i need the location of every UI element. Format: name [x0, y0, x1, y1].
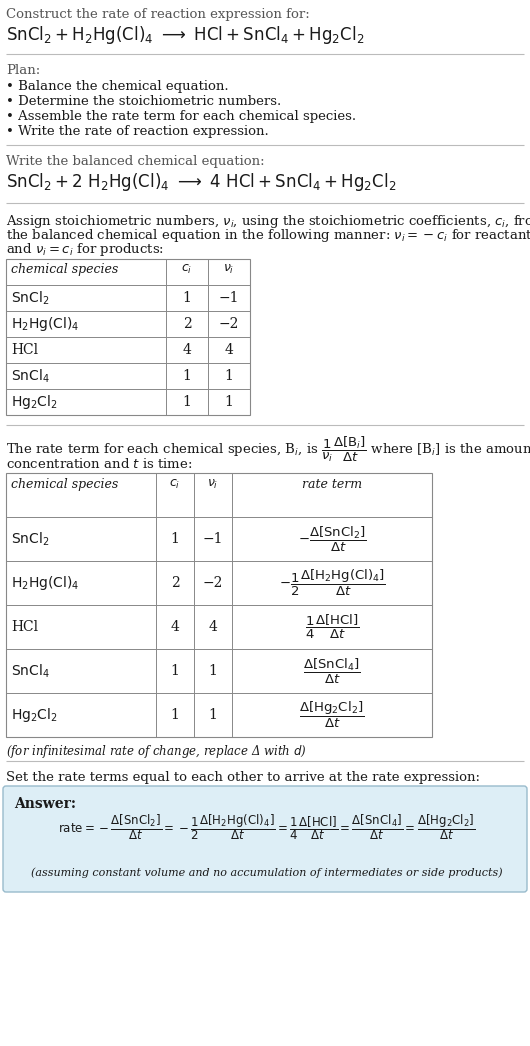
Text: Write the balanced chemical equation:: Write the balanced chemical equation: [6, 155, 264, 168]
Text: (assuming constant volume and no accumulation of intermediates or side products): (assuming constant volume and no accumul… [31, 867, 503, 878]
Text: $\mathrm{rate} = -\dfrac{\Delta[\mathrm{SnCl_2}]}{\Delta t} = -\dfrac{1}{2}\dfra: $\mathrm{rate} = -\dfrac{\Delta[\mathrm{… [58, 812, 476, 842]
Text: • Write the rate of reaction expression.: • Write the rate of reaction expression. [6, 126, 269, 138]
Text: $-\dfrac{\Delta[\mathrm{SnCl_2}]}{\Delta t}$: $-\dfrac{\Delta[\mathrm{SnCl_2}]}{\Delta… [298, 524, 366, 553]
Text: 4: 4 [171, 620, 180, 634]
Text: $\mathrm{SnCl_2 + 2 \ H_2Hg(Cl)_4 \ \longrightarrow \ 4 \ HCl + SnCl_4 + Hg_2Cl_: $\mathrm{SnCl_2 + 2 \ H_2Hg(Cl)_4 \ \lon… [6, 170, 396, 194]
Text: chemical species: chemical species [11, 478, 118, 491]
Text: 1: 1 [182, 369, 191, 383]
Text: 1: 1 [209, 664, 217, 678]
Text: • Determine the stoichiometric numbers.: • Determine the stoichiometric numbers. [6, 95, 281, 108]
Text: 1: 1 [225, 369, 233, 383]
Text: $-\dfrac{1}{2}\dfrac{\Delta[\mathrm{H_2Hg(Cl)_4}]}{\Delta t}$: $-\dfrac{1}{2}\dfrac{\Delta[\mathrm{H_2H… [279, 568, 385, 598]
Text: $\mathrm{Hg_2Cl_2}$: $\mathrm{Hg_2Cl_2}$ [11, 393, 58, 411]
Text: $c_i$: $c_i$ [170, 478, 181, 492]
Text: 1: 1 [225, 395, 233, 409]
Text: $\mathrm{H_2Hg(Cl)_4}$: $\mathrm{H_2Hg(Cl)_4}$ [11, 315, 80, 333]
Text: The rate term for each chemical species, B$_i$, is $\dfrac{1}{\nu_i}\dfrac{\Delt: The rate term for each chemical species,… [6, 435, 530, 464]
Text: Set the rate terms equal to each other to arrive at the rate expression:: Set the rate terms equal to each other t… [6, 771, 480, 784]
Text: −1: −1 [219, 291, 239, 305]
Text: $\mathrm{SnCl_2}$: $\mathrm{SnCl_2}$ [11, 530, 49, 548]
Text: 1: 1 [171, 532, 180, 546]
Text: 1: 1 [171, 708, 180, 722]
Text: Plan:: Plan: [6, 64, 40, 77]
Text: 1: 1 [182, 395, 191, 409]
Text: −2: −2 [219, 317, 239, 331]
Text: 4: 4 [209, 620, 217, 634]
Text: 1: 1 [209, 708, 217, 722]
Text: Assign stoichiometric numbers, $\nu_i$, using the stoichiometric coefficients, $: Assign stoichiometric numbers, $\nu_i$, … [6, 213, 530, 230]
Text: the balanced chemical equation in the following manner: $\nu_i = -c_i$ for react: the balanced chemical equation in the fo… [6, 227, 530, 244]
Text: • Balance the chemical equation.: • Balance the chemical equation. [6, 79, 228, 93]
Bar [6, 473, 432, 737]
Text: • Assemble the rate term for each chemical species.: • Assemble the rate term for each chemic… [6, 110, 356, 123]
Text: 1: 1 [171, 664, 180, 678]
Text: −1: −1 [203, 532, 223, 546]
Text: concentration and $t$ is time:: concentration and $t$ is time: [6, 457, 192, 471]
Text: $\mathrm{Hg_2Cl_2}$: $\mathrm{Hg_2Cl_2}$ [11, 706, 58, 724]
Text: (for infinitesimal rate of change, replace Δ with $d$): (for infinitesimal rate of change, repla… [6, 743, 307, 760]
Bar [6, 259, 250, 415]
Text: HCl: HCl [11, 343, 38, 357]
Text: chemical species: chemical species [11, 263, 118, 276]
Text: $\mathrm{SnCl_4}$: $\mathrm{SnCl_4}$ [11, 662, 50, 680]
Text: and $\nu_i = c_i$ for products:: and $\nu_i = c_i$ for products: [6, 241, 164, 258]
Text: Answer:: Answer: [14, 797, 76, 811]
Text: 2: 2 [171, 576, 179, 590]
Text: Construct the rate of reaction expression for:: Construct the rate of reaction expressio… [6, 8, 310, 21]
Text: $\mathrm{SnCl_2 + H_2Hg(Cl)_4 \ \longrightarrow \ HCl + SnCl_4 + Hg_2Cl_2}$: $\mathrm{SnCl_2 + H_2Hg(Cl)_4 \ \longrig… [6, 24, 365, 46]
Text: $\nu_i$: $\nu_i$ [207, 478, 219, 492]
Text: 1: 1 [182, 291, 191, 305]
FancyBboxPatch shape [3, 786, 527, 892]
Text: $\nu_i$: $\nu_i$ [223, 263, 235, 276]
Text: $\mathrm{SnCl_2}$: $\mathrm{SnCl_2}$ [11, 290, 49, 306]
Text: HCl: HCl [11, 620, 38, 634]
Text: 4: 4 [182, 343, 191, 357]
Text: rate term: rate term [302, 478, 362, 491]
Text: $c_i$: $c_i$ [181, 263, 192, 276]
Text: $\dfrac{\Delta[\mathrm{Hg_2Cl_2}]}{\Delta t}$: $\dfrac{\Delta[\mathrm{Hg_2Cl_2}]}{\Delt… [299, 700, 365, 730]
Text: 2: 2 [183, 317, 191, 331]
Text: $\mathrm{SnCl_4}$: $\mathrm{SnCl_4}$ [11, 367, 50, 385]
Text: 4: 4 [225, 343, 233, 357]
Text: −2: −2 [203, 576, 223, 590]
Text: $\dfrac{\Delta[\mathrm{SnCl_4}]}{\Delta t}$: $\dfrac{\Delta[\mathrm{SnCl_4}]}{\Delta … [303, 657, 361, 685]
Text: $\mathrm{H_2Hg(Cl)_4}$: $\mathrm{H_2Hg(Cl)_4}$ [11, 574, 80, 592]
Text: $\dfrac{1}{4}\dfrac{\Delta[\mathrm{HCl}]}{\Delta t}$: $\dfrac{1}{4}\dfrac{\Delta[\mathrm{HCl}]… [305, 613, 359, 641]
